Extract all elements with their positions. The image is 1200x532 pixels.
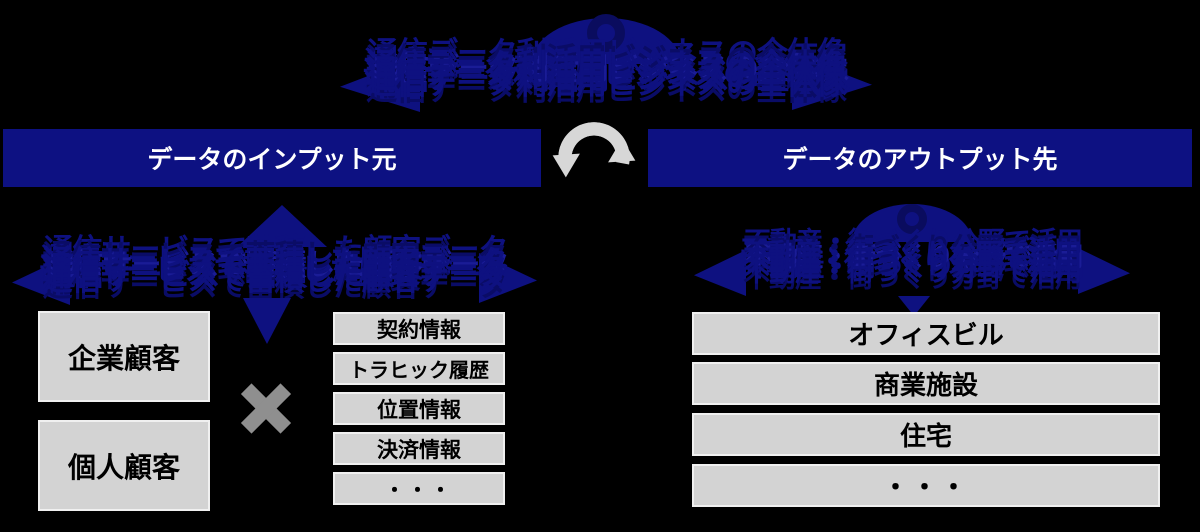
output-header-bar: データのアウトプット先 xyxy=(648,129,1192,187)
corporate-customer-label: 企業顧客 xyxy=(67,342,180,374)
multiply-cross-icon xyxy=(238,380,294,436)
output-box-label: オフィスビル xyxy=(848,320,1004,350)
data-box-location: 位置情報 xyxy=(333,392,505,425)
data-box-label: ・・・ xyxy=(384,480,454,502)
title-text: 通信データ利活用ビジネスの全体像 xyxy=(366,60,847,95)
output-section-label-text: 不動産・街づくり分野で活用 xyxy=(743,251,1082,281)
data-box-traffic: トラヒック履歴 xyxy=(333,352,505,385)
title-circle-icon xyxy=(587,14,625,52)
output-box-label: 商業施設 xyxy=(873,370,978,400)
sync-arrows-icon xyxy=(552,122,636,178)
data-box-label: 決済情報 xyxy=(377,438,461,462)
output-box-label: 住宅 xyxy=(899,421,952,451)
input-section-label: 通信サービスで蓄積した顧客データ xyxy=(12,205,537,333)
output-label-circle-icon xyxy=(897,204,927,234)
individual-customer-box: 個人顧客 xyxy=(38,420,210,511)
input-header-label: データのインプット元 xyxy=(147,146,397,174)
input-section-label-text: 通信サービスで蓄積した顧客データ xyxy=(42,258,508,291)
data-box-more: ・・・ xyxy=(333,472,505,505)
output-box-more: ・・・ xyxy=(692,464,1160,507)
input-header-bar: データのインプット元 xyxy=(3,129,541,187)
data-box-label: トラヒック履歴 xyxy=(349,360,489,382)
individual-customer-label: 個人顧客 xyxy=(67,451,180,483)
data-box-payment: 決済情報 xyxy=(333,432,505,465)
output-box-commercial: 商業施設 xyxy=(692,362,1160,405)
input-label-peak-icon xyxy=(237,205,327,247)
title-banner: 通信データ利活用ビジネスの全体像 xyxy=(336,12,876,112)
data-box-label: 契約情報 xyxy=(377,318,461,342)
output-section-label: 不動産・街づくり分野で活用 xyxy=(694,198,1130,313)
data-box-contract: 契約情報 xyxy=(333,312,505,345)
output-box-label: ・・・ xyxy=(882,472,970,502)
data-box-label: 位置情報 xyxy=(377,398,461,422)
output-box-office: オフィスビル xyxy=(692,312,1160,355)
corporate-customer-box: 企業顧客 xyxy=(38,311,210,402)
output-header-label: データのアウトプット先 xyxy=(782,146,1058,174)
output-box-residential: 住宅 xyxy=(692,413,1160,456)
